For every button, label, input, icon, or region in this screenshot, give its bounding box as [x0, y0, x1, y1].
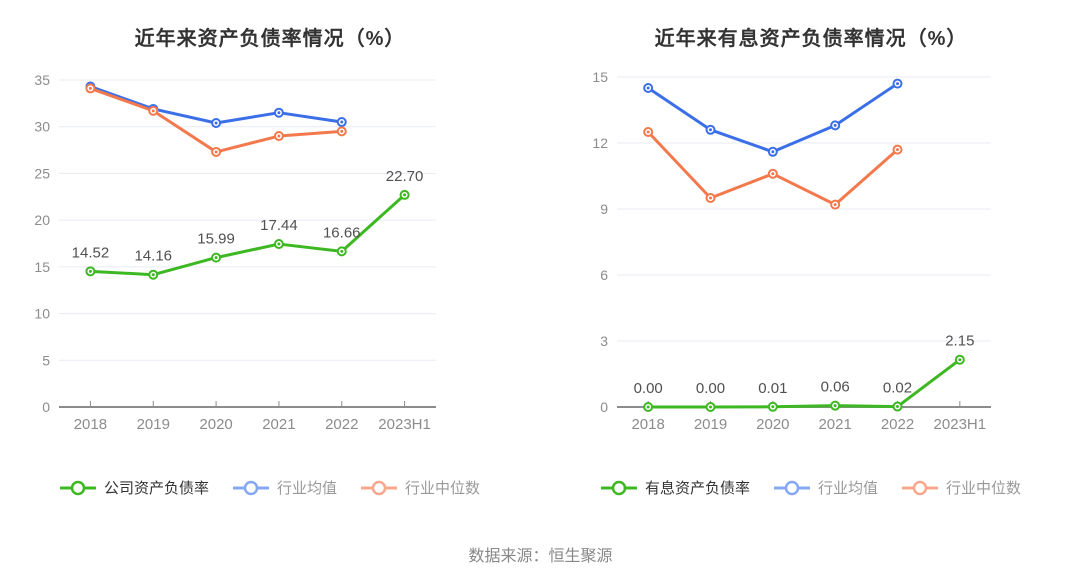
- svg-text:22.70: 22.70: [386, 168, 424, 185]
- data-source-note: 数据来源：恒生聚源: [468, 548, 613, 565]
- svg-text:2023H1: 2023H1: [378, 416, 431, 433]
- line-marker-icon: [59, 480, 96, 495]
- legend-item-industry-median: 行业中位数: [902, 477, 1021, 498]
- legend-label: 公司资产负债率: [103, 480, 209, 497]
- legend-item-industry-average: 行业均值: [773, 477, 878, 498]
- legend-item-industry-median: 行业中位数: [361, 477, 480, 498]
- legend-item-interest-ratio: 有息资产负债率: [600, 477, 750, 498]
- line-marker-icon: [902, 480, 938, 495]
- chart-title: 近年来有息资产负债率情况（%）: [654, 27, 968, 50]
- svg-text:25: 25: [34, 165, 50, 181]
- svg-text:15.99: 15.99: [197, 231, 235, 248]
- chart-title: 近年来资产负债率情况（%）: [134, 27, 406, 50]
- svg-text:2019: 2019: [694, 416, 727, 433]
- svg-text:16.66: 16.66: [323, 224, 361, 241]
- svg-text:6: 6: [600, 267, 608, 283]
- legend-label: 行业中位数: [946, 480, 1022, 497]
- svg-text:0.00: 0.00: [634, 380, 663, 397]
- legend-label: 行业中位数: [405, 480, 481, 497]
- svg-text:20: 20: [34, 212, 50, 228]
- chart-legend: 有息资产负债率 行业均值 行业中位数: [541, 477, 1081, 498]
- svg-text:9: 9: [600, 201, 608, 217]
- svg-text:5: 5: [42, 352, 50, 368]
- svg-text:2022: 2022: [881, 416, 914, 433]
- chart-legend: 公司资产负债率 行业均值 行业中位数: [0, 477, 540, 498]
- svg-text:15: 15: [34, 259, 50, 275]
- svg-text:3: 3: [600, 333, 608, 349]
- svg-text:0.01: 0.01: [758, 380, 787, 397]
- legend-item-company-ratio: 公司资产负债率: [59, 477, 209, 498]
- svg-text:2023H1: 2023H1: [934, 416, 987, 433]
- svg-text:2.15: 2.15: [945, 333, 974, 350]
- svg-text:0.02: 0.02: [883, 380, 912, 397]
- svg-text:17.44: 17.44: [260, 217, 298, 234]
- svg-text:14.52: 14.52: [72, 244, 110, 261]
- svg-text:2018: 2018: [74, 416, 107, 433]
- svg-text:2019: 2019: [137, 416, 170, 433]
- legend-label: 有息资产负债率: [644, 480, 750, 497]
- svg-text:30: 30: [34, 119, 50, 135]
- line-marker-icon: [600, 480, 637, 495]
- svg-text:0.00: 0.00: [696, 380, 725, 397]
- line-marker-icon: [773, 480, 810, 495]
- svg-text:14.16: 14.16: [134, 248, 172, 265]
- svg-text:2022: 2022: [325, 416, 358, 433]
- interest-bearing-liability-ratio-chart: 近年来有息资产负债率情况（%） 0 3 6 9 12 15 2018 2019 2020 2021…: [541, 0, 1081, 520]
- chart-canvas: 0 5 10 15 20 25 30 35 2018 2019 2020 2021 2022 2023H1…: [34, 72, 436, 433]
- svg-text:2018: 2018: [631, 416, 664, 433]
- legend-item-industry-average: 行业均值: [232, 477, 337, 498]
- legend-label: 行业均值: [276, 480, 337, 497]
- svg-text:2020: 2020: [199, 416, 232, 433]
- svg-text:2021: 2021: [262, 416, 295, 433]
- svg-text:0: 0: [600, 399, 608, 415]
- svg-text:0: 0: [42, 399, 50, 415]
- line-marker-icon: [232, 480, 269, 495]
- svg-text:35: 35: [34, 72, 50, 88]
- svg-text:2021: 2021: [818, 416, 851, 433]
- svg-text:2020: 2020: [756, 416, 789, 433]
- line-marker-icon: [361, 480, 397, 495]
- svg-text:0.06: 0.06: [821, 379, 850, 396]
- svg-text:12: 12: [592, 135, 608, 151]
- svg-text:10: 10: [34, 306, 50, 322]
- asset-liability-ratio-chart: 近年来资产负债率情况（%） 0 5 10 15 20 25 30 35 2018 2019 2020…: [0, 0, 540, 520]
- chart-canvas: 0 3 6 9 12 15 2018 2019 2020 2021 2022 2023H1 0.00 0.…: [592, 69, 991, 433]
- legend-label: 行业均值: [817, 480, 878, 497]
- svg-text:15: 15: [592, 69, 608, 85]
